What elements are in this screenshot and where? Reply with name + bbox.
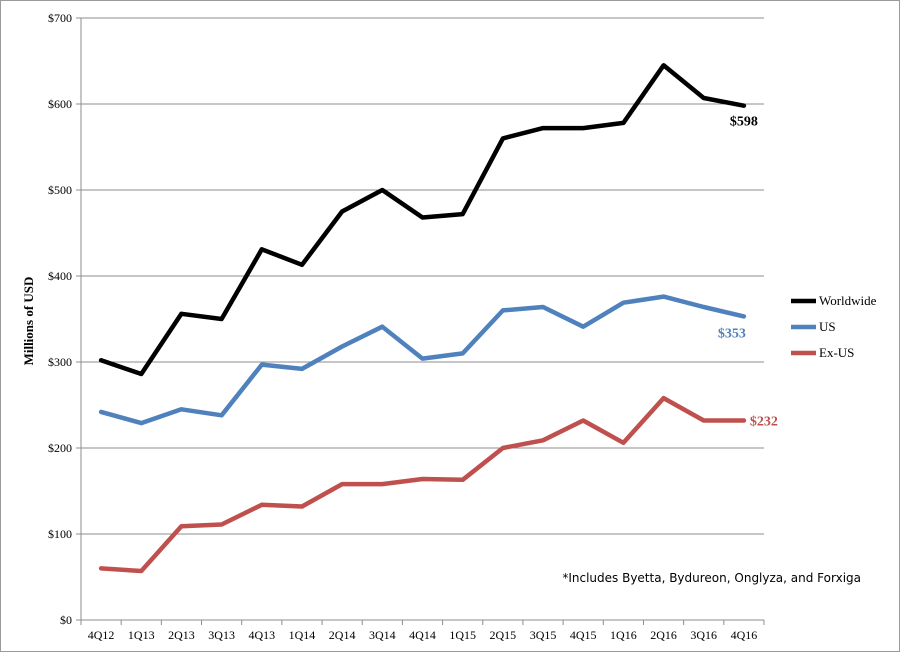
y-tick-label: $600 <box>48 97 72 111</box>
legend: Worldwide US Ex-US <box>791 293 877 360</box>
x-tick-label: 2Q16 <box>650 628 677 642</box>
series-line-ex-us <box>98 395 747 574</box>
y-tick-label: $500 <box>48 183 72 197</box>
gridlines <box>81 17 764 535</box>
legend-label: Ex-US <box>819 345 854 360</box>
x-tick-label: 3Q15 <box>530 628 557 642</box>
x-tick-label: 3Q13 <box>208 628 235 642</box>
series-line-worldwide <box>98 63 747 377</box>
legend-label: Worldwide <box>819 293 877 308</box>
y-tick-label: $200 <box>48 441 72 455</box>
x-tick-label: 4Q14 <box>409 628 436 642</box>
series-lines <box>98 63 747 574</box>
end-value-label: $598 <box>730 115 758 130</box>
x-tick-label: 4Q12 <box>88 628 115 642</box>
x-tick-label: 3Q14 <box>369 628 396 642</box>
x-tick-label: 2Q14 <box>329 628 356 642</box>
y-tick-label: $400 <box>48 269 72 283</box>
legend-label: US <box>819 319 836 334</box>
axes: $0 $100 $200 $300 $400 $500 $600 $700 4Q12 1Q13 2Q… <box>48 11 765 642</box>
y-tick-label: $100 <box>48 527 72 541</box>
x-tick-label: 4Q16 <box>731 628 758 642</box>
x-tick-label: 4Q13 <box>248 628 275 642</box>
footnote-annotation: *Includes Byetta, Bydureon, Onglyza, and… <box>562 571 861 585</box>
y-tick-label: $700 <box>48 11 72 25</box>
end-labels: $598 $353 $232 <box>718 115 778 430</box>
y-tick-label: $300 <box>48 355 72 369</box>
x-tick-label: 2Q13 <box>168 628 195 642</box>
x-tick-label: 1Q13 <box>128 628 155 642</box>
end-value-label: $353 <box>718 326 746 341</box>
end-value-label: $232 <box>750 414 778 429</box>
y-tick-label: $0 <box>60 613 72 627</box>
x-tick-label: 1Q14 <box>289 628 316 642</box>
x-tick-label: 2Q15 <box>490 628 517 642</box>
x-tick-label: 3Q16 <box>690 628 717 642</box>
x-tick-label: 1Q15 <box>449 628 476 642</box>
y-axis-title: Millions of USD <box>21 277 36 366</box>
series-line-us <box>98 294 747 426</box>
x-tick-label: 4Q15 <box>570 628 597 642</box>
x-tick-label: 1Q16 <box>610 628 637 642</box>
